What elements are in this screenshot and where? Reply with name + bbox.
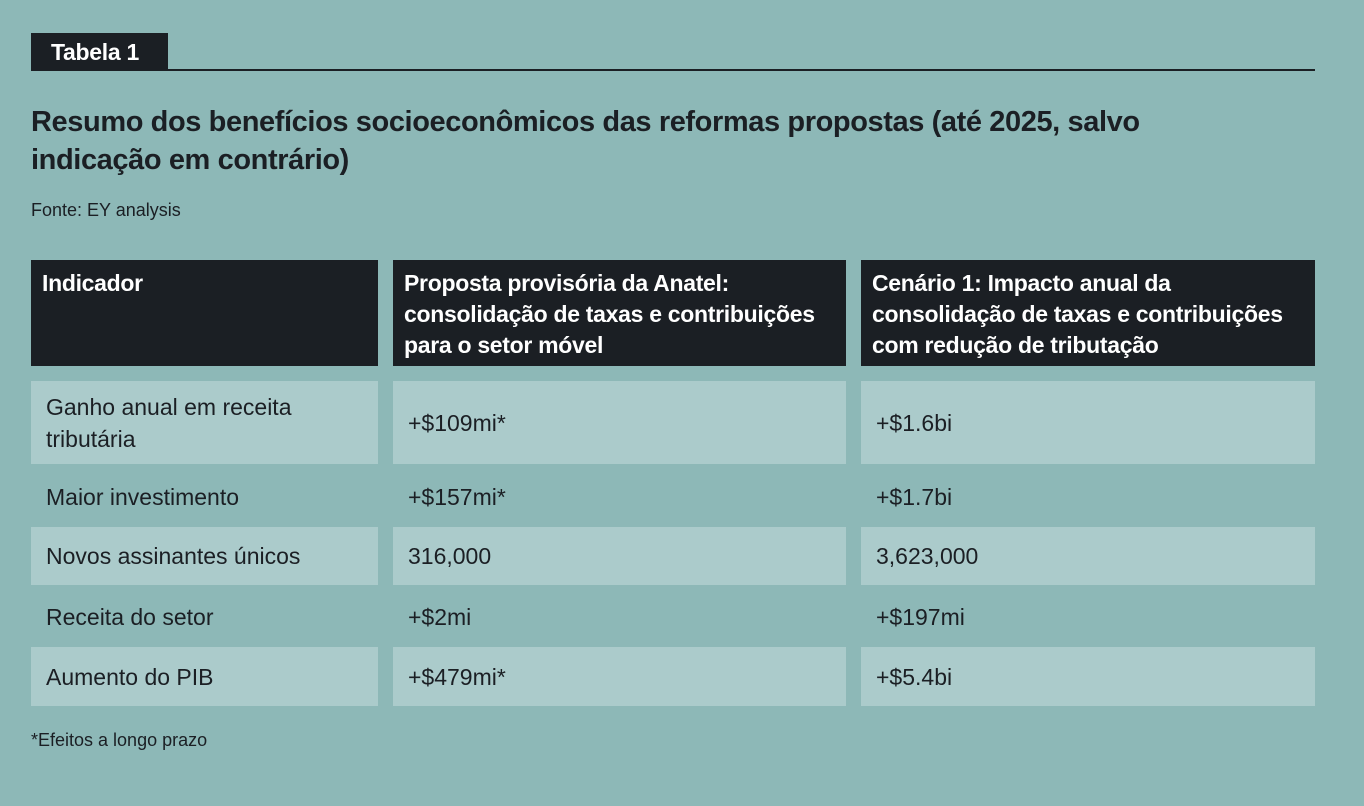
table-cell-scenario: +$5.4bi xyxy=(861,647,1315,706)
table-tag: Tabela 1 xyxy=(31,33,168,71)
table-cell-indicator: Novos assinantes únicos xyxy=(31,527,378,585)
table-cell-scenario: +$1.7bi xyxy=(876,484,953,510)
footnote: *Efeitos a longo prazo xyxy=(31,730,208,750)
column-header-scenario-1: Cenário 1: Impacto anual da consolidação… xyxy=(861,260,1315,366)
table-cell-indicator: Aumento do PIB xyxy=(31,647,378,706)
table-cell-indicator: Receita do setor xyxy=(46,604,214,630)
source-note: Fonte: EY analysis xyxy=(31,200,181,220)
table-cell-indicator: Ganho anual em receita tributária xyxy=(31,381,378,464)
table-cell-anatel: 316,000 xyxy=(393,527,846,585)
table-cell-anatel: +$109mi* xyxy=(393,381,846,464)
table-cell-anatel: +$2mi xyxy=(408,604,472,630)
table-cell-scenario: 3,623,000 xyxy=(861,527,1315,585)
table-cell-anatel: +$157mi* xyxy=(408,484,506,510)
table-cell-scenario: +$1.6bi xyxy=(861,381,1315,464)
column-header-anatel-proposal: Proposta provisória da Anatel: consolida… xyxy=(393,260,846,366)
table-cell-scenario: +$197mi xyxy=(876,604,965,630)
column-header-indicator: Indicador xyxy=(31,260,378,366)
divider-rule xyxy=(31,69,1315,71)
table-cell-anatel: +$479mi* xyxy=(393,647,846,706)
table-cell-indicator: Maior investimento xyxy=(46,484,240,510)
page-title: Resumo dos benefícios socioeconômicos da… xyxy=(31,106,1140,176)
